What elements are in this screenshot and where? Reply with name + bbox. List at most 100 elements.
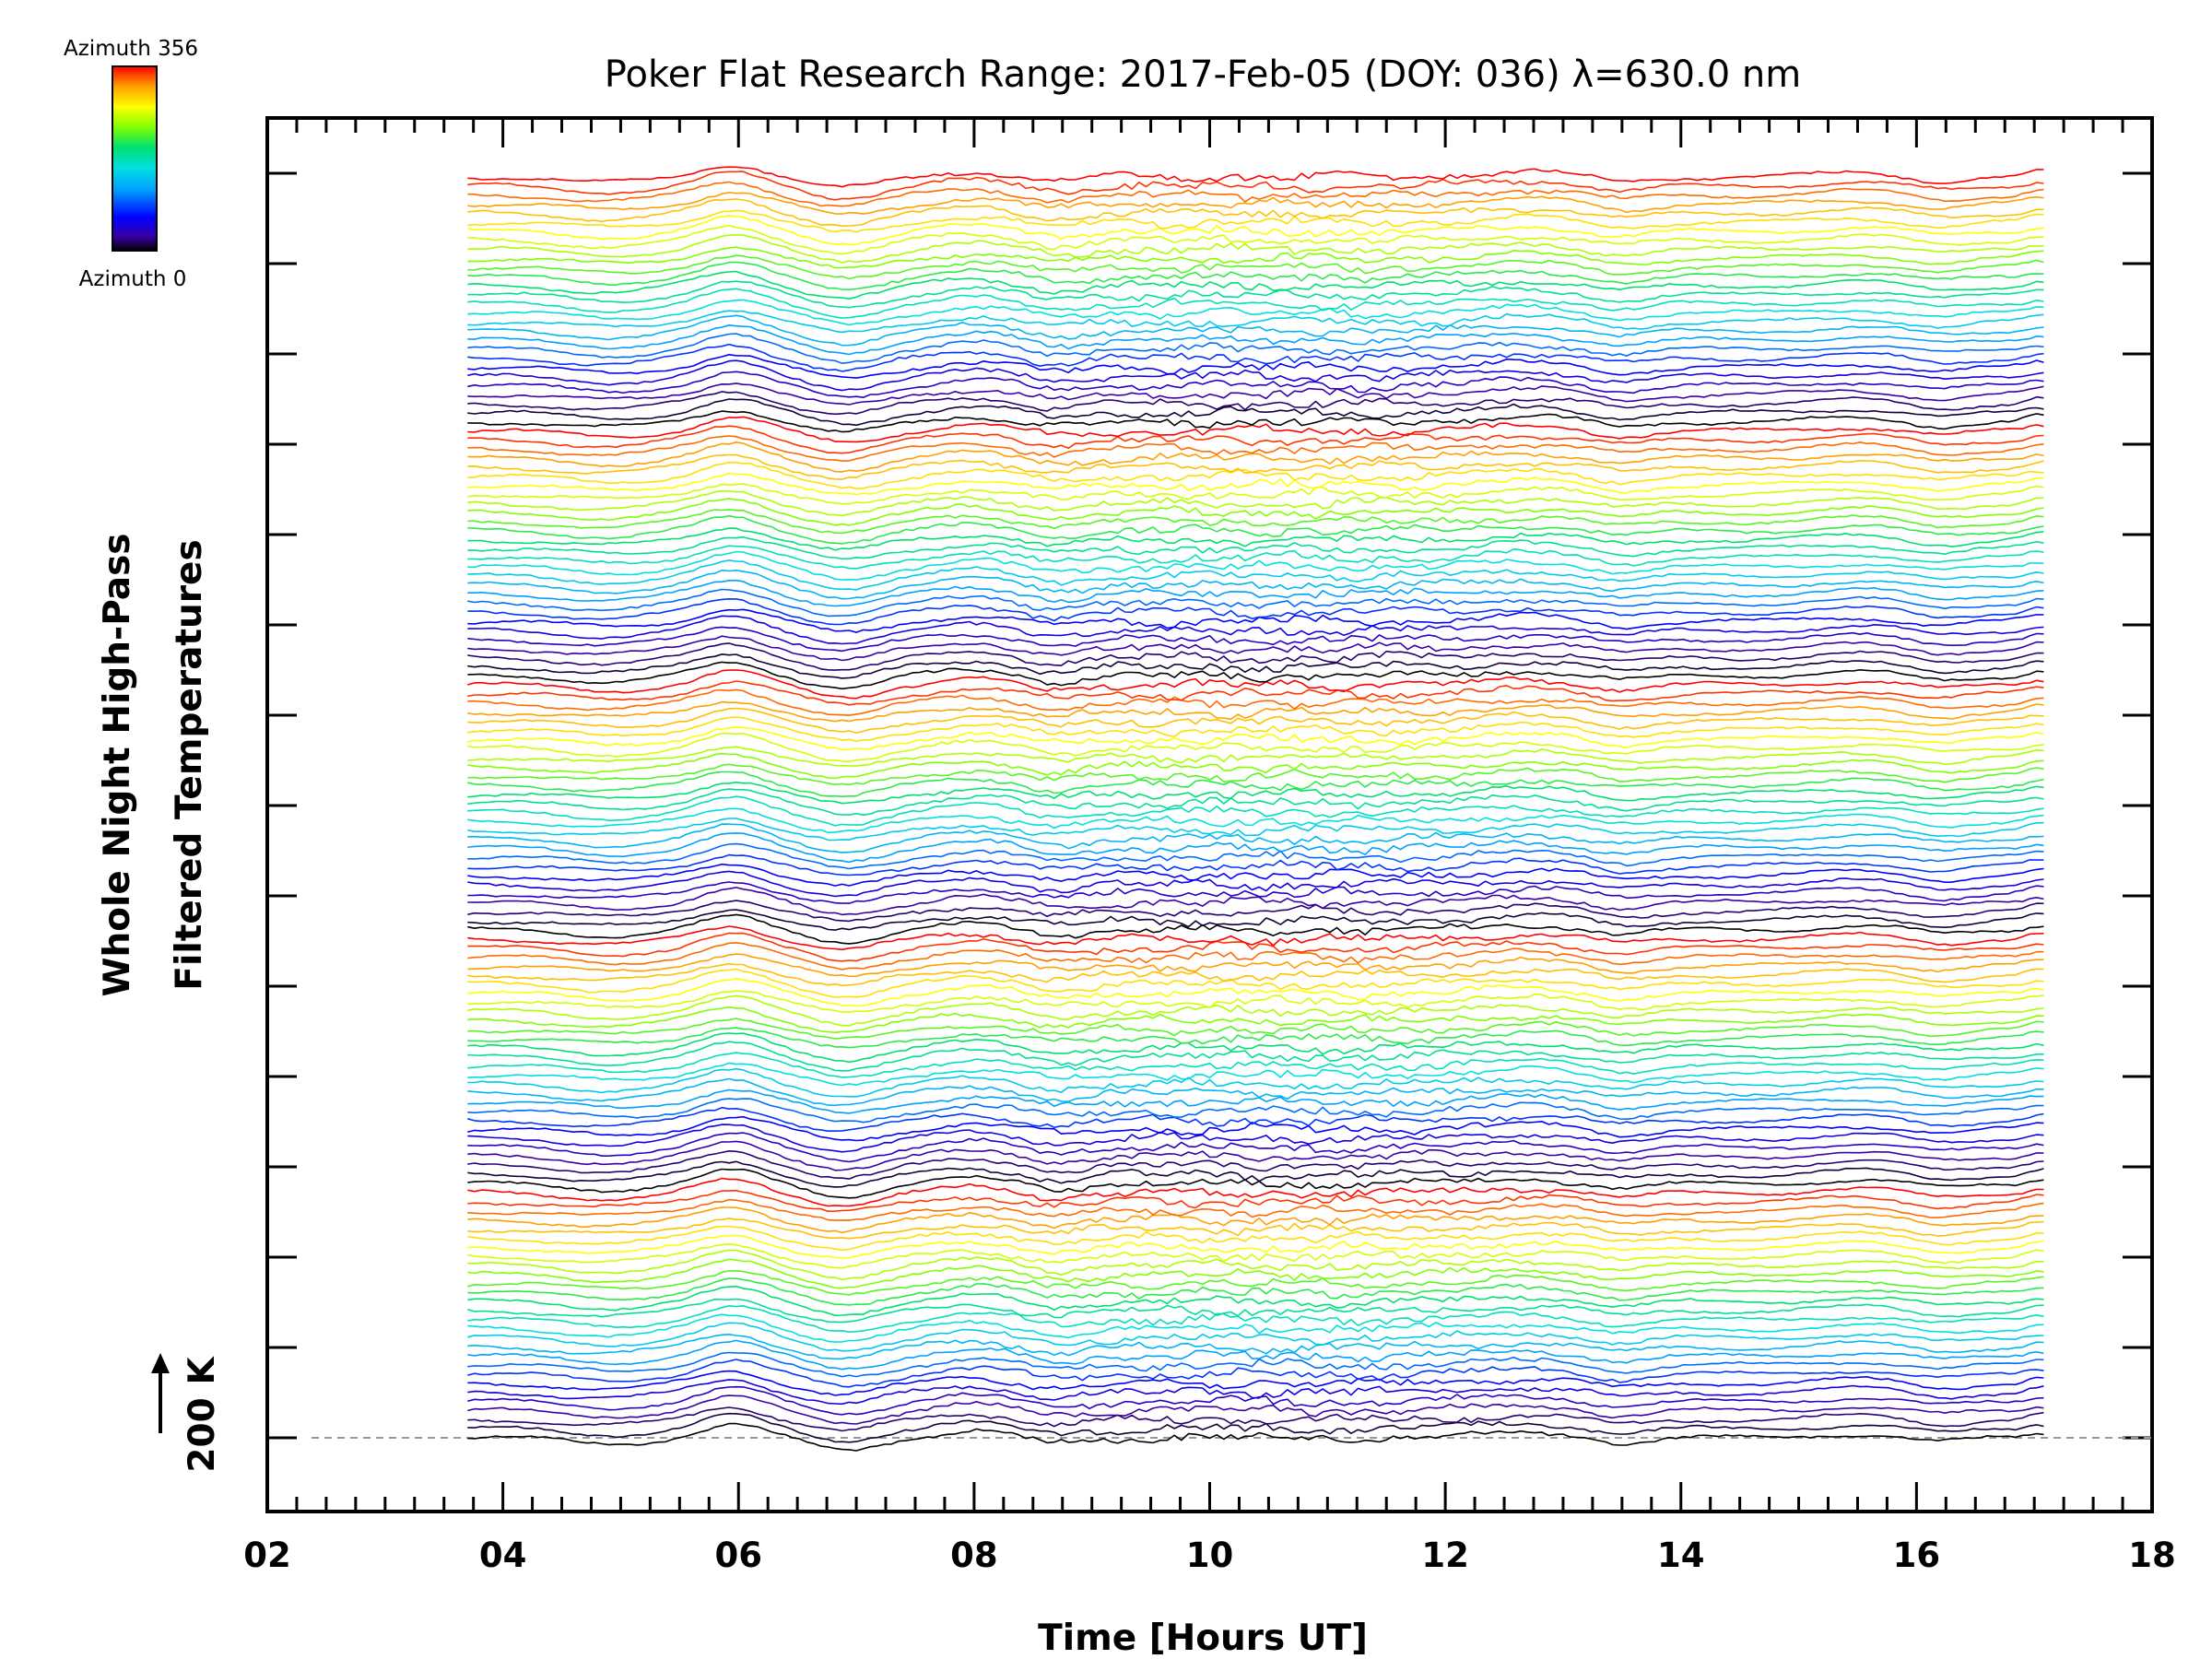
series-line <box>467 1242 2044 1269</box>
colorbar-bottom-label: Azimuth 0 <box>79 267 187 291</box>
series-line <box>467 270 2044 300</box>
series-line <box>467 1198 2044 1221</box>
series-line <box>467 1322 2044 1352</box>
series-line <box>467 752 2044 780</box>
series-line <box>467 977 2044 1007</box>
series-line <box>467 842 2044 870</box>
x-tick-label: 16 <box>1893 1535 1941 1575</box>
x-axis-label: Time [Hours UT] <box>1038 1618 1368 1659</box>
series-line <box>467 913 2044 945</box>
series-line <box>467 1270 2044 1296</box>
series-line <box>467 1313 2044 1343</box>
series-line <box>467 953 2044 978</box>
series-line <box>467 925 2044 951</box>
series-line <box>467 1124 2044 1153</box>
series-line <box>467 527 2044 551</box>
scale-arrow-head <box>151 1353 170 1373</box>
series-line <box>467 382 2044 406</box>
series-line <box>467 398 2044 427</box>
series-line <box>467 1132 2044 1163</box>
scale-label: 200 K <box>182 1356 223 1473</box>
series-line <box>467 1351 2044 1378</box>
series-line <box>467 461 2044 490</box>
series-line <box>467 807 2044 834</box>
series-line <box>467 181 2044 207</box>
series-line <box>467 1206 2044 1234</box>
series-line <box>467 489 2044 517</box>
series-line <box>467 1140 2044 1171</box>
chart-title: Poker Flat Research Range: 2017-Feb-05 (… <box>605 53 1801 96</box>
series-line <box>467 726 2044 751</box>
plot-frame <box>265 116 2154 1513</box>
series-line <box>467 746 2044 767</box>
colorbar-top-label: Azimuth 356 <box>64 37 198 61</box>
series-line <box>467 1189 2044 1212</box>
colorbar-gradient <box>112 65 158 252</box>
x-tick-label: 08 <box>950 1535 998 1575</box>
series-line <box>467 1018 2044 1040</box>
series-line <box>467 881 2044 904</box>
series-line <box>467 588 2044 618</box>
series-line <box>467 509 2044 535</box>
series-line <box>467 1098 2044 1124</box>
series-line <box>467 1160 2044 1188</box>
series-line <box>467 615 2044 645</box>
series-line <box>467 1077 2044 1107</box>
series-line <box>467 990 2044 1013</box>
series-line <box>467 707 2044 734</box>
series-line <box>467 853 2044 877</box>
series-line <box>467 1406 2044 1432</box>
series-line <box>467 635 2044 662</box>
series-line <box>467 782 2044 805</box>
series-line <box>467 1150 2044 1180</box>
series-line <box>467 410 2044 433</box>
series-line <box>467 1027 2044 1049</box>
series-line <box>467 209 2044 233</box>
series-line <box>467 1359 2044 1388</box>
series-line <box>467 559 2044 591</box>
series-line <box>467 870 2044 898</box>
series-line <box>467 333 2044 364</box>
series-line <box>467 1177 2044 1207</box>
series-line <box>467 771 2044 797</box>
series-line <box>467 732 2044 763</box>
series-line <box>467 579 2044 607</box>
x-tick-label: 14 <box>1657 1535 1705 1575</box>
series-line <box>467 962 2044 987</box>
series-line <box>467 1106 2044 1132</box>
series-line <box>467 1422 2044 1452</box>
series-line <box>467 818 2044 841</box>
series-line <box>467 280 2044 309</box>
series-line <box>467 416 2044 443</box>
series-line <box>467 324 2044 356</box>
series-line <box>467 688 2044 716</box>
series-line <box>467 1115 2044 1142</box>
x-tick-label: 18 <box>2128 1535 2176 1575</box>
series-line <box>467 435 2044 462</box>
series-line <box>467 550 2044 581</box>
series-line <box>467 441 2044 473</box>
series-line <box>467 968 2044 998</box>
series-line <box>467 1225 2044 1252</box>
series-line <box>467 763 2044 786</box>
series-line <box>467 192 2044 215</box>
series-line <box>467 1218 2044 1240</box>
series-line <box>467 716 2044 742</box>
series-line <box>467 545 2044 570</box>
series-line <box>467 900 2044 923</box>
series-line <box>467 391 2044 416</box>
series-line <box>467 224 2044 255</box>
series-line <box>467 166 2044 188</box>
y-axis-label-line1: Whole Night High-Pass <box>97 533 138 996</box>
series-line <box>467 1041 2044 1072</box>
series-line <box>467 653 2044 679</box>
series-line <box>467 246 2044 269</box>
series-line <box>467 1088 2044 1114</box>
series-line <box>467 1032 2044 1064</box>
series-lines <box>467 166 2044 1452</box>
series-line <box>467 498 2044 526</box>
series-line <box>467 254 2044 280</box>
x-tick-label: 06 <box>715 1535 763 1575</box>
series-line <box>467 832 2044 864</box>
series-line <box>467 1298 2044 1324</box>
